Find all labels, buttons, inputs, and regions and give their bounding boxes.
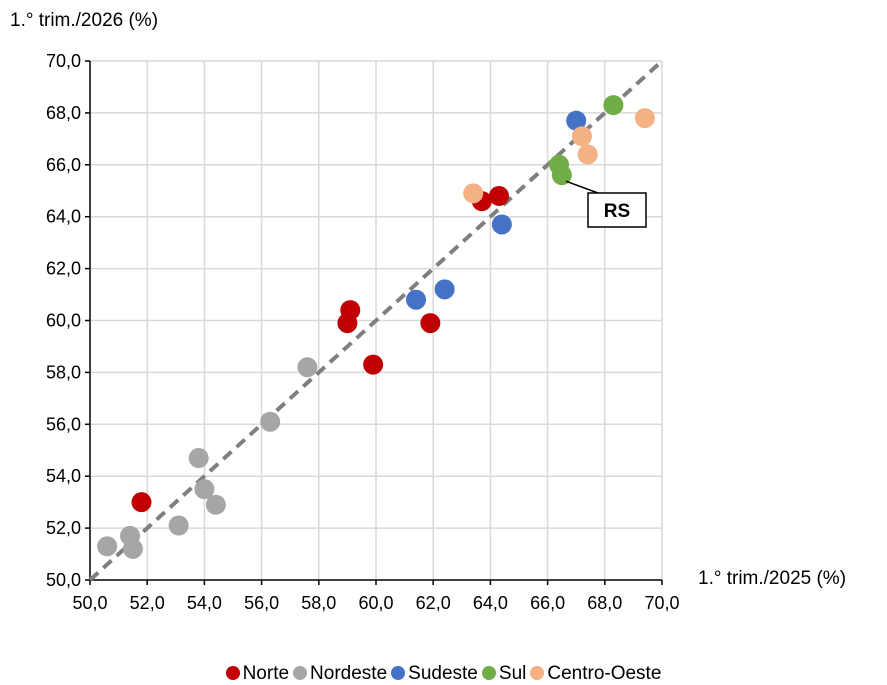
y-tick-label: 66,0 [46, 155, 81, 175]
legend-item-norte: Norte [225, 663, 290, 685]
data-point-norte [420, 313, 441, 334]
data-point-sul [603, 95, 624, 116]
y-tick-label: 50,0 [46, 570, 81, 590]
x-axis-title: 1.° trim./2025 (%) [698, 568, 847, 589]
x-tick-label: 66,0 [530, 593, 565, 613]
y-tick-label: 56,0 [46, 414, 81, 434]
legend-marker-centro-oeste [530, 666, 545, 680]
data-point-nordeste [260, 411, 281, 432]
data-point-norte [340, 300, 361, 321]
y-tick-label: 62,0 [46, 259, 81, 279]
data-point-norte [488, 185, 509, 206]
legend: Norte Nordeste Sudeste Sul Centro-Oeste [0, 663, 887, 685]
annotation-leader-line [565, 180, 599, 194]
x-tick-label: 70,0 [644, 593, 679, 613]
data-point-sudeste [406, 289, 427, 310]
data-point-nordeste [188, 448, 209, 469]
x-tick-label: 62,0 [416, 593, 451, 613]
legend-item-sudeste: Sudeste [391, 663, 478, 685]
legend-marker-sudeste [391, 666, 406, 680]
y-tick-label: 58,0 [46, 362, 81, 382]
legend-label-sul: Sul [498, 663, 527, 684]
legend-item-sul: Sul [481, 663, 527, 685]
x-tick-label: 58,0 [301, 593, 336, 613]
legend-label-nordeste: Nordeste [310, 663, 388, 684]
data-point-sudeste [434, 279, 455, 300]
y-axis-title: 1.° trim./2026 (%) [10, 10, 159, 31]
data-point-centro-oeste [571, 126, 592, 147]
legend-item-nordeste: Nordeste [293, 663, 387, 685]
data-point-sudeste [566, 110, 587, 131]
data-point-centro-oeste [634, 108, 655, 129]
y-tick-label: 64,0 [46, 207, 81, 227]
data-point-norte [363, 354, 384, 375]
y-tick-label: 52,0 [46, 518, 81, 538]
y-tick-label: 68,0 [46, 103, 81, 123]
legend-label-sudeste: Sudeste [408, 663, 478, 684]
data-point-nordeste [194, 479, 215, 500]
data-point-norte [131, 492, 152, 513]
data-point-sudeste [491, 214, 512, 235]
x-tick-label: 52,0 [130, 593, 165, 613]
scatter-plot: 50,0 52,0 54,0 56,0 58,0 60,0 62,0 64,0 66,0 68,0… [46, 51, 680, 613]
x-tick-label: 54,0 [187, 593, 222, 613]
annotation-label: RS [604, 201, 630, 222]
reference-line [88, 59, 664, 582]
x-tick-label: 60,0 [358, 593, 393, 613]
annotation-box [587, 192, 647, 228]
data-point-nordeste [205, 494, 226, 515]
x-tick-label: 56,0 [244, 593, 279, 613]
legend-marker-sul [481, 666, 496, 680]
data-point-nordeste [168, 515, 189, 536]
x-tick-label: 64,0 [473, 593, 508, 613]
data-point-sul [551, 165, 572, 186]
legend-marker-norte [225, 666, 240, 680]
data-point-nordeste [297, 357, 318, 378]
legend-marker-nordeste [293, 666, 308, 680]
data-point-nordeste [97, 536, 118, 557]
data-point-nordeste [122, 538, 143, 559]
y-tick-label: 70,0 [46, 51, 81, 71]
legend-item-centro-oeste: Centro-Oeste [530, 663, 661, 685]
data-point-centro-oeste [577, 144, 598, 165]
legend-label-centro-oeste: Centro-Oeste [547, 663, 662, 684]
y-tick-label: 60,0 [46, 311, 81, 331]
x-tick-label: 50,0 [72, 593, 107, 613]
y-tick-label: 54,0 [46, 466, 81, 486]
legend-label-norte: Norte [242, 663, 290, 684]
x-tick-label: 68,0 [587, 593, 622, 613]
data-point-centro-oeste [463, 183, 484, 204]
